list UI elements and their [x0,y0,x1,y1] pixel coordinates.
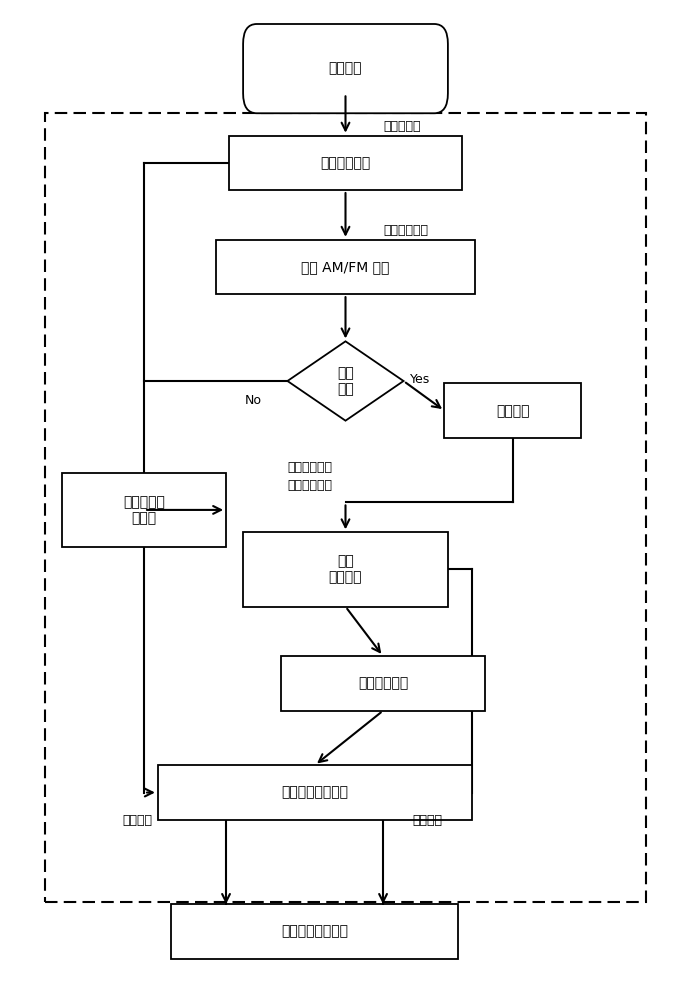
Text: 有骑
行波: 有骑 行波 [337,366,354,396]
Text: 经验调频分量: 经验调频分量 [287,479,332,492]
FancyBboxPatch shape [444,383,581,438]
Text: Yes: Yes [410,373,430,386]
FancyBboxPatch shape [158,765,472,820]
Text: 本征模函数: 本征模函数 [383,120,421,133]
FancyBboxPatch shape [243,532,448,607]
Text: 经验 AM/FM 分解: 经验 AM/FM 分解 [301,260,390,274]
FancyBboxPatch shape [243,24,448,113]
Text: 调幅带宽: 调幅带宽 [122,814,152,827]
FancyBboxPatch shape [171,904,458,959]
FancyBboxPatch shape [62,473,226,547]
Text: 计算经验调
幅分量: 计算经验调 幅分量 [123,495,165,525]
Text: 经验模态分解: 经验模态分解 [321,156,370,170]
FancyBboxPatch shape [216,240,475,294]
Text: 输入信号: 输入信号 [329,62,362,76]
FancyBboxPatch shape [281,656,486,711]
Text: 计算
正交分量: 计算 正交分量 [329,554,362,585]
Text: 支持向量机分类器: 支持向量机分类器 [281,924,348,938]
Text: No: No [245,394,262,407]
FancyBboxPatch shape [229,136,462,190]
Text: 经验调频分量: 经验调频分量 [383,224,428,237]
Text: 计算瞬时相位: 计算瞬时相位 [358,676,408,690]
Text: 调幅调频带宽计算: 调幅调频带宽计算 [281,786,348,800]
Text: 调频带宽: 调频带宽 [413,814,442,827]
Text: 不含骑行波的: 不含骑行波的 [287,461,332,474]
Text: 去骑行波: 去骑行波 [496,404,529,418]
Polygon shape [287,341,404,421]
